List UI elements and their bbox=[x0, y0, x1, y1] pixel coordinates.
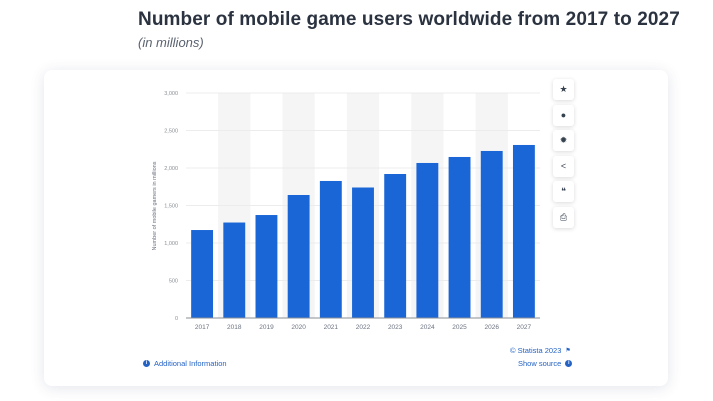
bar-2021[interactable] bbox=[319, 180, 342, 318]
flag-icon: ⚑ bbox=[565, 348, 571, 354]
printer-icon: ⎙ bbox=[559, 211, 568, 222]
star-icon: ★ bbox=[559, 84, 568, 94]
x-tick-label: 2026 bbox=[484, 324, 499, 331]
show-source-label: Show source bbox=[518, 359, 562, 368]
y-axis-label: Number of mobile gamers in millions bbox=[152, 161, 158, 250]
bar-2018[interactable] bbox=[223, 222, 246, 318]
additional-information-label: Additional Information bbox=[154, 359, 227, 368]
notification-button[interactable]: ● bbox=[553, 104, 574, 126]
y-tick-label: 1,500 bbox=[164, 204, 178, 210]
print-button[interactable]: ⎙ bbox=[553, 206, 574, 228]
x-tick-label: 2020 bbox=[291, 324, 306, 331]
x-tick-label: 2023 bbox=[388, 324, 403, 331]
gear-icon: ✹ bbox=[559, 135, 568, 145]
y-tick-label: 2,000 bbox=[164, 166, 178, 172]
settings-button[interactable]: ✹ bbox=[553, 130, 574, 151]
copyright-label: © Statista 2023 bbox=[510, 346, 562, 355]
info-icon: i bbox=[565, 360, 573, 367]
bar-2020[interactable] bbox=[287, 195, 310, 318]
x-tick-label: 2019 bbox=[259, 324, 274, 331]
x-tick-label: 2017 bbox=[195, 324, 210, 331]
bar-2025[interactable] bbox=[448, 156, 471, 318]
share-button[interactable]: < bbox=[553, 155, 574, 177]
favorite-button[interactable]: ★ bbox=[553, 79, 574, 100]
bar-2017[interactable] bbox=[191, 230, 214, 318]
bar-2027[interactable] bbox=[512, 144, 535, 318]
y-tick-label: 0 bbox=[175, 316, 178, 322]
x-tick-label: 2021 bbox=[324, 324, 339, 331]
x-tick-label: 2027 bbox=[517, 324, 532, 331]
chart-title: Number of mobile game users worldwide fr… bbox=[138, 9, 680, 30]
x-tick-label: 2025 bbox=[452, 324, 467, 331]
quote-icon: ❝ bbox=[561, 186, 566, 196]
show-source-link[interactable]: Show source i bbox=[518, 359, 573, 368]
y-tick-label: 500 bbox=[169, 279, 178, 285]
bar-2023[interactable] bbox=[384, 174, 407, 318]
copyright-link[interactable]: © Statista 2023 ⚑ bbox=[510, 346, 571, 355]
bar-2022[interactable] bbox=[352, 187, 374, 319]
x-tick-label: 2024 bbox=[420, 324, 435, 331]
info-icon: i bbox=[143, 360, 150, 367]
share-icon: < bbox=[560, 161, 567, 171]
bar-2024[interactable] bbox=[416, 162, 439, 318]
bar-2019[interactable] bbox=[255, 215, 278, 318]
y-tick-label: 3,000 bbox=[164, 91, 178, 97]
y-tick-label: 2,500 bbox=[164, 129, 178, 135]
additional-information-link[interactable]: i Additional Information bbox=[143, 359, 227, 368]
y-tick-label: 1,000 bbox=[164, 241, 178, 247]
x-tick-label: 2022 bbox=[356, 324, 371, 331]
x-tick-label: 2018 bbox=[227, 324, 242, 331]
bar-2026[interactable] bbox=[480, 150, 503, 318]
chart-subtitle: (in millions) bbox=[138, 35, 204, 50]
bell-icon: ● bbox=[560, 110, 567, 120]
cite-button[interactable]: ❝ bbox=[553, 181, 574, 202]
